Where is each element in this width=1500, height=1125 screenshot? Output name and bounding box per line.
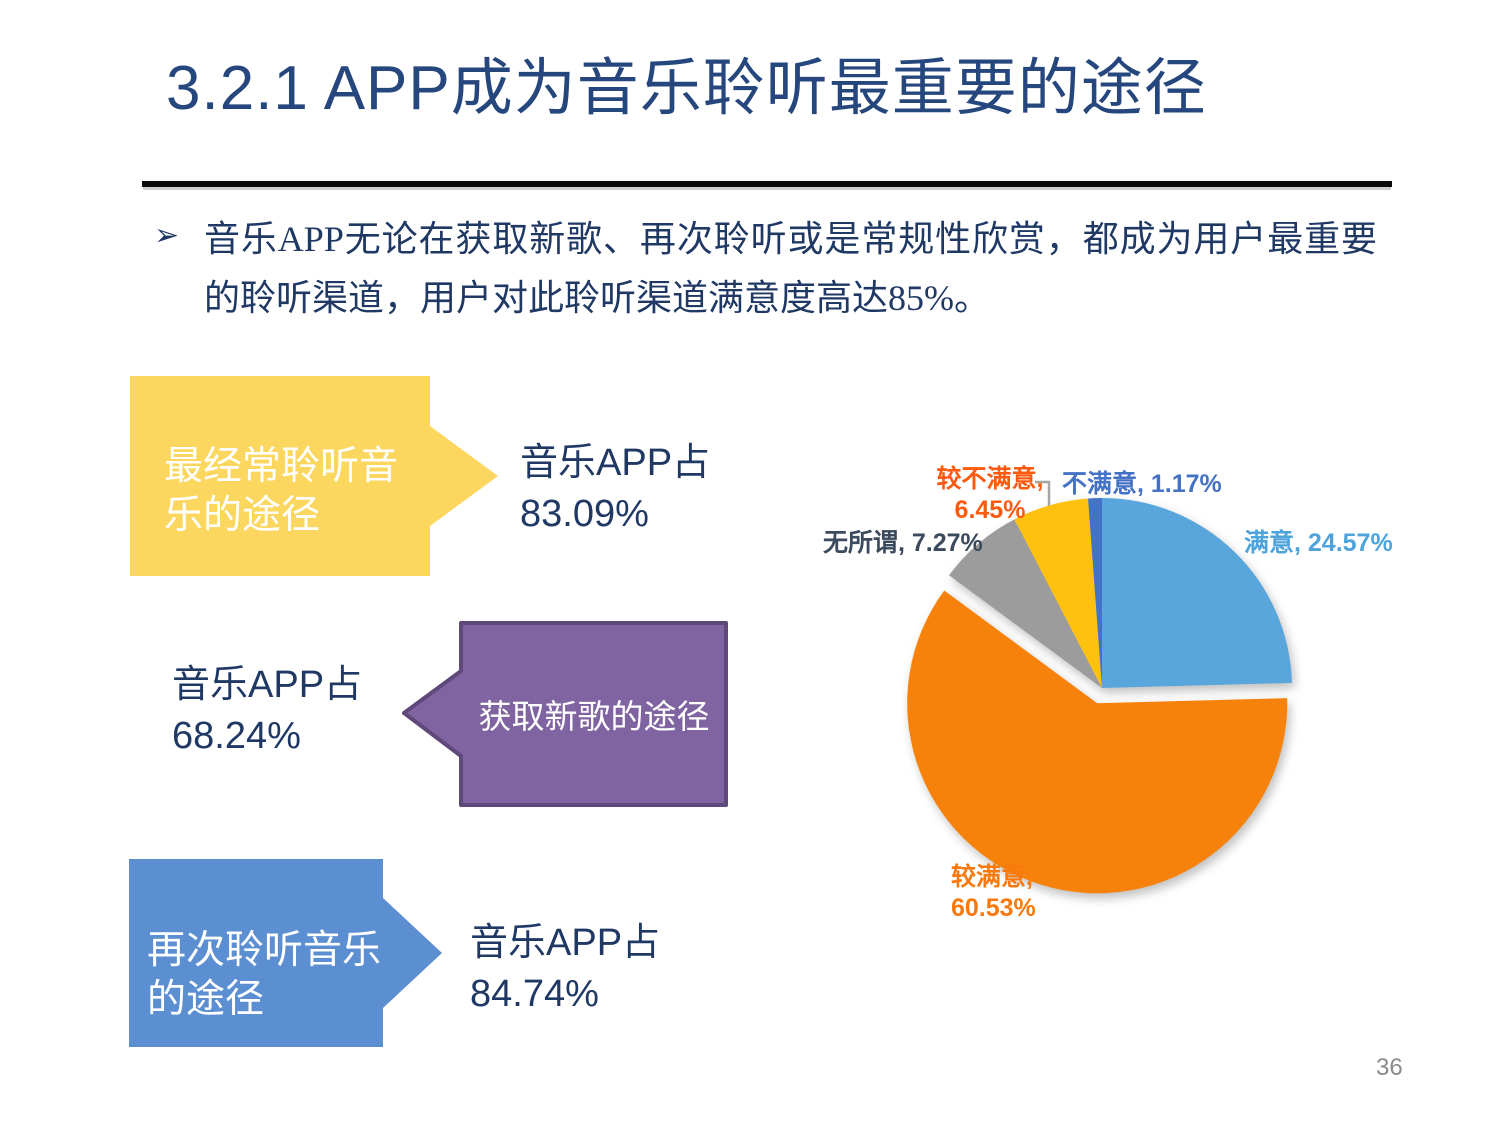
pie-label-line: 较不满意,: [936, 465, 1044, 493]
page-title: 3.2.1 APP成为音乐聆听最重要的途径: [166, 54, 1207, 123]
pie-label-wusuowei: 无所谓, 7.27%: [823, 529, 983, 557]
value-percent: 84.74%: [470, 973, 599, 1016]
satisfaction-pie-chart: [907, 480, 1292, 894]
value-label: 音乐APP占: [520, 442, 711, 484]
value-most-listened: 音乐APP占 83.09%: [520, 438, 710, 541]
pie-label-jiao-manyi: 较满意, 60.53%: [951, 862, 1071, 923]
bullet-text: 音乐APP无论在获取新歌、再次聆听或是常规性欣赏，都成为用户最重要的聆听渠道，用…: [204, 219, 1377, 319]
value-label: 音乐APP占: [172, 664, 363, 706]
pie-label-line: 6.45%: [954, 495, 1026, 524]
callout-repeat-listening-label: 再次聆听音乐的途径: [147, 929, 382, 1022]
bullet-arrow-icon: ➢: [154, 218, 180, 253]
pie-slice-jiao-bumanyi: [1014, 498, 1102, 688]
callout-most-listened-shape: [130, 376, 498, 576]
label-leader-line: [1035, 480, 1051, 512]
value-percent: 83.09%: [520, 493, 649, 536]
value-new-songs: 音乐APP占 68.24%: [172, 660, 362, 763]
pie-slice-manyi: [1102, 498, 1292, 688]
pie-label-line: 60.53%: [951, 893, 1036, 922]
pie-slice-wusuowei: [949, 519, 1102, 688]
value-repeat-listening: 音乐APP占 84.74%: [470, 918, 660, 1021]
pie-slice-bumanyi: [1088, 498, 1102, 688]
bullet-item: ➢ 音乐APP无论在获取新歌、再次聆听或是常规性欣赏，都成为用户最重要的聆听渠道…: [152, 210, 1377, 329]
callout-most-listened-label: 最经常聆听音乐的途径: [164, 445, 399, 538]
page-number: 36: [1376, 1054, 1403, 1081]
callout-repeat-listening-shape: [129, 859, 442, 1047]
callout-new-songs-label: 获取新歌的途径: [478, 700, 710, 736]
title-divider: [142, 181, 1392, 187]
pie-slice-jiao-manyi: [907, 590, 1288, 894]
pie-label-bumanyi: 不满意, 1.17%: [1062, 470, 1222, 498]
pie-label-jiao-bumanyi: 较不满意, 6.45%: [918, 464, 1062, 525]
callout-new-songs-shape: [402, 621, 728, 807]
value-label: 音乐APP占: [470, 922, 661, 964]
pie-label-manyi: 满意, 24.57%: [1244, 529, 1393, 557]
value-percent: 68.24%: [172, 715, 301, 758]
pie-label-line: 较满意,: [951, 863, 1033, 891]
